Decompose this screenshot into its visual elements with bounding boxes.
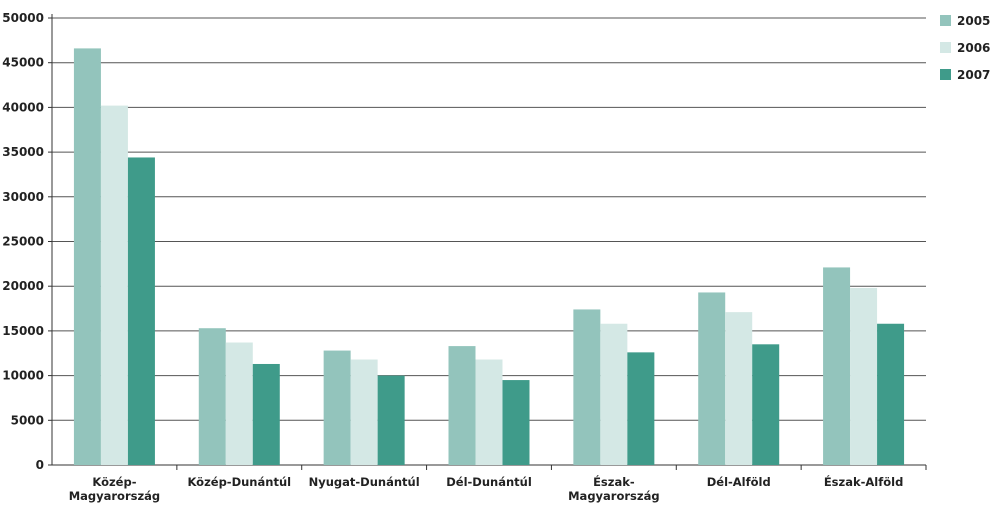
y-tick-label: 5000 [11,413,44,427]
x-tick-label: Észak-Alföld [824,474,904,489]
x-tick-label: Észak- [593,474,635,489]
x-tick-label: Dél-Dunántúl [446,475,532,489]
y-tick-label: 25000 [2,235,44,249]
x-tick-label: Magyarország [69,489,160,503]
bar-2006 [600,323,628,465]
x-tick-label: Nyugat-Dunántúl [309,475,420,489]
bar-2007 [127,157,155,466]
bar-2005 [573,309,601,465]
bar-2007 [627,352,655,465]
bar-2006 [725,312,753,465]
y-tick-label: 30000 [2,190,44,204]
bar-2006 [350,359,378,465]
bar-2006 [475,359,503,465]
bar-2007 [502,380,530,465]
bar-2005 [73,48,101,466]
bar-2007 [252,363,280,465]
bar-2007 [877,323,905,465]
x-tick-label: Közép-Dunántúl [187,475,291,489]
y-tick-label: 45000 [2,56,44,70]
legend-swatch-2005 [940,15,951,26]
legend-swatch-2007 [940,69,951,80]
bar-2005 [323,350,351,465]
bar-2006 [850,287,878,465]
legend-label-2005: 2005 [957,14,990,28]
y-tick-label: 15000 [2,324,44,338]
y-tick-label: 35000 [2,145,44,159]
x-tick-label: Dél-Alföld [707,475,771,489]
bar-2006 [225,342,253,465]
bar-2005 [448,346,476,465]
y-tick-label: 0 [36,458,44,472]
y-tick-label: 20000 [2,279,44,293]
x-tick-label: Magyarország [568,489,659,503]
y-tick-label: 40000 [2,100,44,114]
bar-2006 [100,105,128,465]
y-tick-label: 10000 [2,369,44,383]
legend-label-2006: 2006 [957,41,990,55]
bar-2005 [823,267,851,465]
bar-2005 [698,292,726,465]
x-tick-label: Közép- [92,475,136,489]
legend-label-2007: 2007 [957,68,990,82]
y-tick-label: 50000 [2,11,44,25]
bar-2007 [752,344,780,465]
bar-2005 [198,328,226,465]
legend-swatch-2006 [940,42,951,53]
bar-2007 [377,375,405,465]
